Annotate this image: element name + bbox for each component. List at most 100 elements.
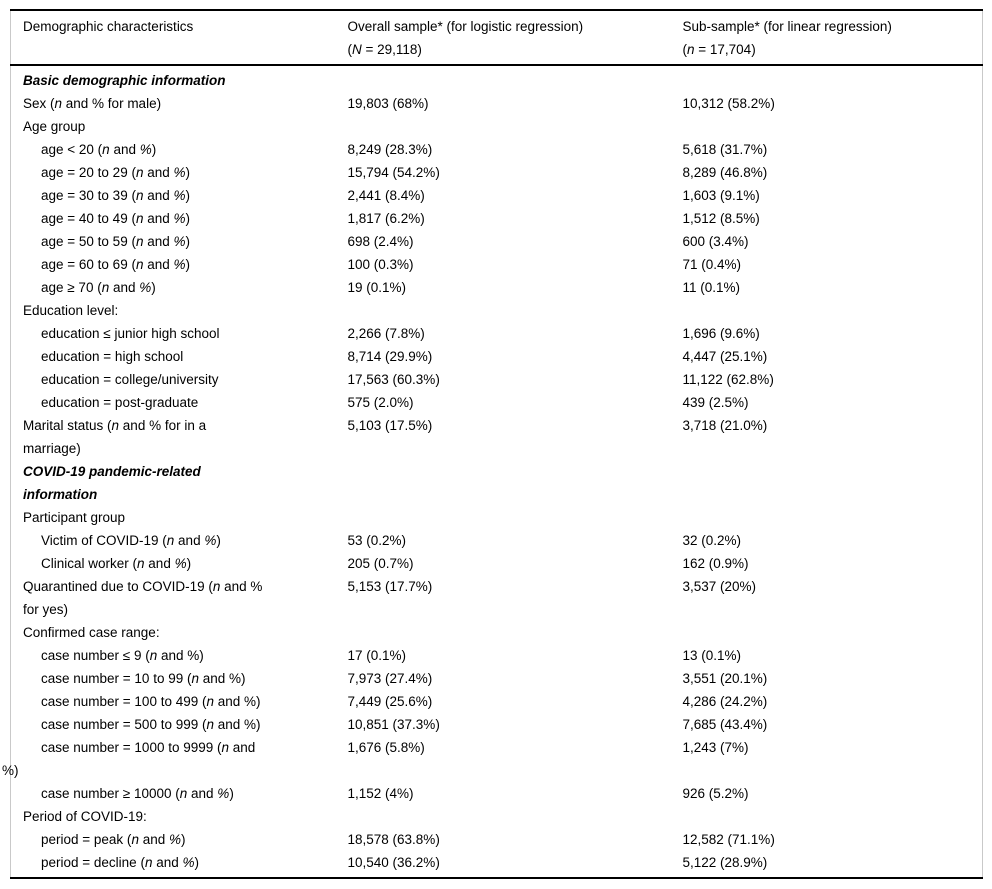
- row-label: education = college/university: [41, 372, 219, 387]
- subsample-value: 600 (3.4%): [682, 234, 749, 249]
- subsample-value: 3,551 (20.1%): [682, 671, 768, 686]
- table-row: case number = 1000 to 9999 (n and %) 1,6…: [2, 736, 983, 782]
- overall-value: [336, 115, 671, 138]
- row-label: age ≥ 70 (n and %): [41, 280, 156, 295]
- row-label: Basic demographic information: [23, 73, 226, 88]
- overall-value: [336, 299, 671, 322]
- row-label: education = high school: [41, 349, 184, 364]
- subsample-value: 1,603 (9.1%): [682, 188, 760, 203]
- subsample-value: 1,243 (7%): [682, 740, 749, 755]
- table-row: period = peak (n and %) 18,578 (63.8%) 1…: [11, 828, 983, 851]
- overall-value: 7,449 (25.6%): [347, 694, 433, 709]
- subsample-value: 926 (5.2%): [682, 786, 749, 801]
- row-label: education ≤ junior high school: [41, 326, 220, 341]
- table-row: Clinical worker (n and %) 205 (0.7%) 162…: [11, 552, 983, 575]
- overall-value: 575 (2.0%): [347, 395, 414, 410]
- row-label: age = 30 to 39 (n and %): [41, 188, 191, 203]
- col-header-characteristics: Demographic characteristics: [10, 9, 336, 66]
- subsample-value: [671, 805, 983, 828]
- overall-value: 8,249 (28.3%): [347, 142, 433, 157]
- subsample-value: 12,582 (71.1%): [682, 832, 775, 847]
- overall-value: 17 (0.1%): [347, 648, 407, 663]
- overall-value: 10,540 (36.2%): [347, 855, 440, 870]
- row-label: case number = 1000 to 9999 (n and %): [2, 740, 256, 778]
- overall-value: 698 (2.4%): [347, 234, 414, 249]
- row-label: Confirmed case range:: [23, 625, 160, 640]
- row-label: case number = 500 to 999 (n and %): [41, 717, 261, 732]
- table-row: Basic demographic information: [11, 65, 983, 92]
- row-label: COVID-19 pandemic-related information: [23, 464, 201, 502]
- overall-value: 100 (0.3%): [347, 257, 414, 272]
- overall-value: 1,676 (5.8%): [347, 740, 425, 755]
- row-label: Education level:: [23, 303, 119, 318]
- table-row: education = post-graduate 575 (2.0%) 439…: [11, 391, 983, 414]
- table-row: age ≥ 70 (n and %) 19 (0.1%) 11 (0.1%): [11, 276, 983, 299]
- subsample-value: 11 (0.1%): [682, 280, 741, 295]
- table-row: Period of COVID-19:: [11, 805, 983, 828]
- subsample-value: 162 (0.9%): [682, 556, 749, 571]
- subsample-value: 71 (0.4%): [682, 257, 742, 272]
- subsample-value: 1,696 (9.6%): [682, 326, 760, 341]
- table-row: case number ≤ 9 (n and %) 17 (0.1%) 13 (…: [11, 644, 983, 667]
- table-row: case number = 10 to 99 (n and %) 7,973 (…: [11, 667, 983, 690]
- overall-value: [336, 460, 671, 506]
- subsample-value: [671, 65, 983, 92]
- table-row: age = 30 to 39 (n and %) 2,441 (8.4%) 1,…: [11, 184, 983, 207]
- row-label: case number = 10 to 99 (n and %): [41, 671, 246, 686]
- subsample-value: [671, 299, 983, 322]
- subsample-value: 439 (2.5%): [682, 395, 749, 410]
- row-label: education = post-graduate: [41, 395, 199, 410]
- row-label: case number ≤ 9 (n and %): [41, 648, 204, 663]
- row-label: Period of COVID-19:: [23, 809, 147, 824]
- table-row: Education level:: [11, 299, 983, 322]
- row-label: Participant group: [23, 510, 126, 525]
- row-label: age = 50 to 59 (n and %): [41, 234, 191, 249]
- overall-value: 205 (0.7%): [347, 556, 414, 571]
- table-row: education = high school 8,714 (29.9%) 4,…: [11, 345, 983, 368]
- row-label: Clinical worker (n and %): [41, 556, 192, 571]
- subsample-value: [671, 460, 983, 506]
- overall-value: [336, 506, 671, 529]
- subsample-value: 11,122 (62.8%): [682, 372, 774, 387]
- subsample-value: 3,718 (21.0%): [682, 418, 768, 433]
- overall-value: 8,714 (29.9%): [347, 349, 433, 364]
- subsample-value: [671, 621, 983, 644]
- subsample-value: 10,312 (58.2%): [682, 96, 775, 111]
- overall-value: 5,153 (17.7%): [347, 579, 433, 594]
- overall-value: 53 (0.2%): [347, 533, 407, 548]
- overall-value: 5,103 (17.5%): [347, 418, 433, 433]
- subsample-value: 7,685 (43.4%): [682, 717, 768, 732]
- overall-value: 19 (0.1%): [347, 280, 407, 295]
- table-row: Sex (n and % for male) 19,803 (68%) 10,3…: [11, 92, 983, 115]
- row-label: Marital status (n and % for in a marriag…: [23, 418, 207, 456]
- overall-value: 18,578 (63.8%): [347, 832, 440, 847]
- row-label: period = peak (n and %): [41, 832, 186, 847]
- subsample-value: 3,537 (20%): [682, 579, 757, 594]
- table-row: education ≤ junior high school 2,266 (7.…: [11, 322, 983, 345]
- table-row: period = decline (n and %) 10,540 (36.2%…: [11, 851, 983, 878]
- table-row: Marital status (n and % for in a marriag…: [11, 414, 983, 460]
- overall-value: 15,794 (54.2%): [347, 165, 440, 180]
- subsample-value: 13 (0.1%): [682, 648, 742, 663]
- overall-value: 17,563 (60.3%): [347, 372, 440, 387]
- overall-value: [336, 65, 671, 92]
- subsample-value: 5,122 (28.9%): [682, 855, 768, 870]
- row-label: period = decline (n and %): [41, 855, 200, 870]
- row-label: age = 40 to 49 (n and %): [41, 211, 191, 226]
- table-row: age = 50 to 59 (n and %) 698 (2.4%) 600 …: [11, 230, 983, 253]
- table-row: Participant group: [11, 506, 983, 529]
- subsample-value: [671, 506, 983, 529]
- subsample-value: 4,447 (25.1%): [682, 349, 768, 364]
- table-row: Quarantined due to COVID-19 (n and % for…: [11, 575, 983, 621]
- overall-value: 1,152 (4%): [347, 786, 414, 801]
- table-row: case number = 500 to 999 (n and %) 10,85…: [11, 713, 983, 736]
- subsample-value: 4,286 (24.2%): [682, 694, 768, 709]
- table-row: age = 60 to 69 (n and %) 100 (0.3%) 71 (…: [11, 253, 983, 276]
- row-label: Age group: [23, 119, 86, 134]
- col-header-sub-sample: Sub-sample* (for linear regression) (n =…: [670, 9, 983, 66]
- table-row: age = 40 to 49 (n and %) 1,817 (6.2%) 1,…: [11, 207, 983, 230]
- row-label: age < 20 (n and %): [41, 142, 157, 157]
- subsample-value: 1,512 (8.5%): [682, 211, 760, 226]
- row-label: Quarantined due to COVID-19 (n and % for…: [23, 579, 263, 617]
- subsample-value: [671, 115, 983, 138]
